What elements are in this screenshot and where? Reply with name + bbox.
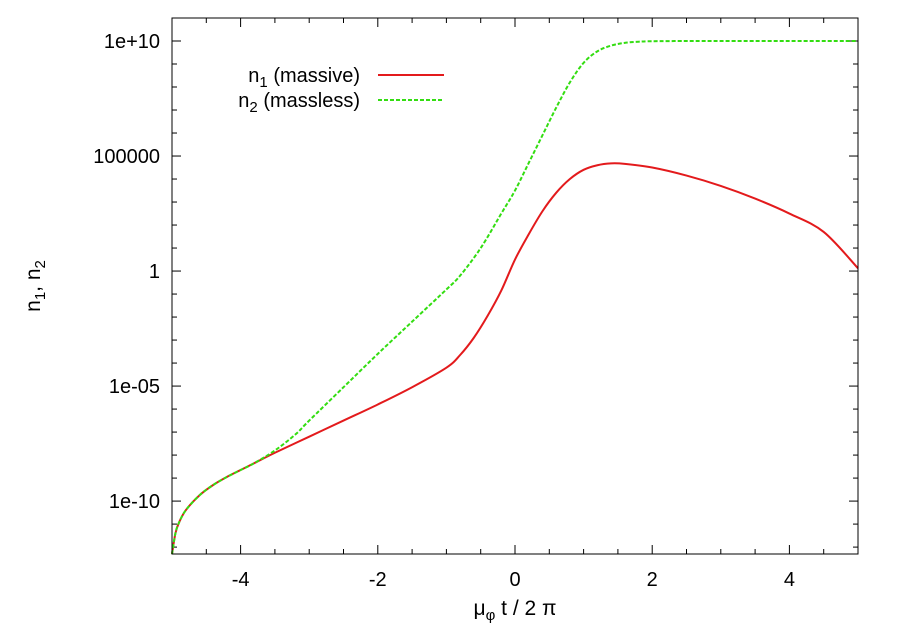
x-axis-title: μφ t / 2 π xyxy=(473,597,556,624)
legend-label-rest: (massive) xyxy=(268,65,360,87)
x-axis-title-main: μ xyxy=(473,597,485,620)
legend: n1 (massive)n2 (massless) xyxy=(238,65,444,116)
y-tick-label: 1 xyxy=(149,261,160,283)
legend-label-main: n xyxy=(248,65,259,87)
x-tick-label: 2 xyxy=(647,569,658,591)
y-axis-title-sep: , n xyxy=(22,268,45,291)
legend-label-sub: 1 xyxy=(259,74,267,91)
y-axis-title-a-sub: 1 xyxy=(32,292,49,300)
series-lines xyxy=(171,39,859,555)
legend-label-1: n1 (massive) xyxy=(248,65,360,91)
x-tick-label: -2 xyxy=(369,569,387,591)
y-tick-label: 1e-05 xyxy=(109,376,160,398)
y-axis-title-b-sub: 2 xyxy=(32,260,49,268)
plot-frame xyxy=(171,17,859,555)
y-tick-label: 1e+10 xyxy=(104,31,160,53)
x-tick-label: 0 xyxy=(509,569,520,591)
y-axis-title: n1, n2 xyxy=(22,260,49,312)
x-axis-title-sub: φ xyxy=(486,607,496,624)
x-tick-label: -4 xyxy=(232,569,250,591)
y-axis-title-a: n xyxy=(22,300,45,312)
y-tick-label: 100000 xyxy=(93,146,160,168)
legend-label-2: n2 (massless) xyxy=(238,90,360,116)
legend-label-sub: 2 xyxy=(249,99,257,116)
tick-labels: -4 -2 0 2 4 1e+10 100000 1 1e-05 1e-10 xyxy=(93,31,795,591)
x-tick-label: 4 xyxy=(784,569,795,591)
x-axis-title-rest: t / 2 π xyxy=(495,597,556,620)
legend-label-rest: (massless) xyxy=(258,90,360,112)
legend-label-main: n xyxy=(238,90,249,112)
y-tick-label: 1e-10 xyxy=(109,491,160,513)
series-line-1 xyxy=(171,162,859,555)
series-line-2 xyxy=(171,39,858,555)
